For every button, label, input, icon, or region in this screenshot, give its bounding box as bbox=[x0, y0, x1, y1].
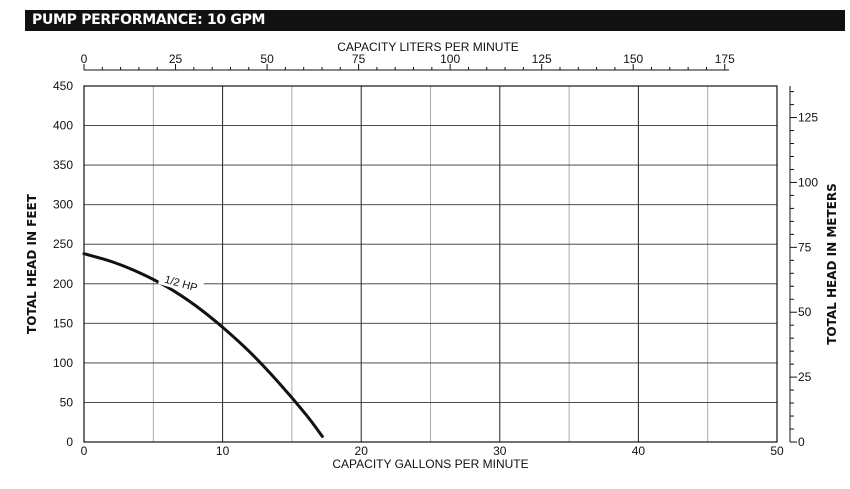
right-tick-label: 25 bbox=[798, 370, 812, 384]
top-tick-label: 150 bbox=[623, 52, 643, 66]
y-tick-label: 350 bbox=[53, 158, 73, 172]
y-axis-title: TOTAL HEAD IN FEET bbox=[25, 193, 39, 334]
x-tick-label: 40 bbox=[632, 444, 646, 458]
x-tick-label: 10 bbox=[216, 444, 230, 458]
y-tick-label: 450 bbox=[53, 79, 73, 93]
top-axis-title: CAPACITY LITERS PER MINUTE bbox=[337, 40, 519, 54]
right-tick-label: 125 bbox=[798, 111, 818, 125]
chart-title: PUMP PERFORMANCE: 10 GPM bbox=[32, 12, 266, 28]
right-tick-label: 0 bbox=[798, 435, 805, 449]
x-tick-label: 20 bbox=[355, 444, 369, 458]
x-tick-label: 30 bbox=[493, 444, 507, 458]
top-axis: 0 25 50 75 100 125 150 175 bbox=[81, 52, 735, 71]
top-tick-label: 100 bbox=[440, 52, 460, 66]
y-tick-label: 150 bbox=[53, 316, 73, 330]
plot-frame bbox=[83, 85, 778, 443]
top-tick-label: 25 bbox=[169, 52, 183, 66]
bottom-tick-labels: 0 10 20 30 40 50 bbox=[81, 444, 784, 458]
right-tick-label: 75 bbox=[798, 240, 812, 254]
y-tick-label: 300 bbox=[53, 198, 73, 212]
title-bar: PUMP PERFORMANCE: 10 GPM bbox=[25, 10, 845, 31]
y-tick-label: 200 bbox=[53, 277, 73, 291]
x-axis-title: CAPACITY GALLONS PER MINUTE bbox=[332, 457, 528, 471]
y-tick-label: 400 bbox=[53, 119, 73, 133]
series-label-background bbox=[158, 270, 205, 296]
y-tick-label: 50 bbox=[60, 395, 74, 409]
series-line-1-2-hp bbox=[82, 252, 324, 438]
y-tick-label: 0 bbox=[66, 435, 73, 449]
top-tick-label: 75 bbox=[352, 52, 366, 66]
y-tick-label: 100 bbox=[53, 356, 73, 370]
x-tick-label: 0 bbox=[81, 444, 88, 458]
top-tick-label: 175 bbox=[715, 52, 735, 66]
right-tick-label: 50 bbox=[798, 305, 812, 319]
top-tick-label: 125 bbox=[532, 52, 552, 66]
y-tick-label: 250 bbox=[53, 237, 73, 251]
x-tick-label: 50 bbox=[770, 444, 784, 458]
left-tick-labels: 0 50 100 150 200 250 300 350 400 450 bbox=[53, 79, 73, 449]
grid-minor bbox=[152, 86, 709, 442]
grid-major bbox=[84, 86, 777, 442]
right-axis: 0 25 50 75 100 125 bbox=[789, 86, 818, 449]
right-tick-label: 100 bbox=[798, 175, 818, 189]
top-tick-label: 50 bbox=[260, 52, 274, 66]
right-axis-title: TOTAL HEAD IN METERS bbox=[825, 183, 839, 345]
top-tick-label: 0 bbox=[81, 52, 88, 66]
